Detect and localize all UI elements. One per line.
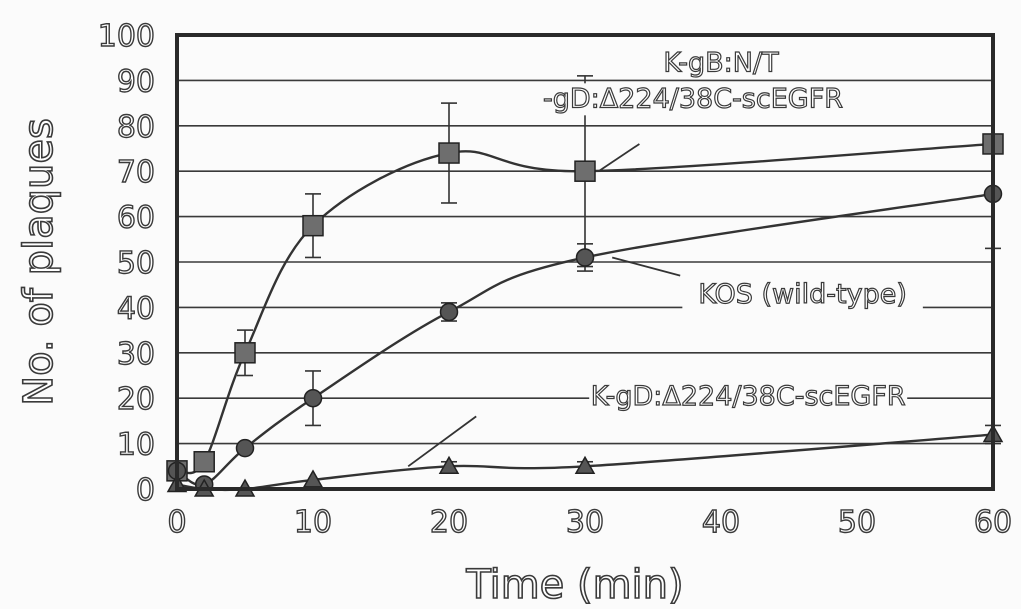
data-point-s0-p1 — [194, 452, 214, 472]
data-point-s1-p5 — [577, 249, 594, 266]
annotation-leader-0 — [599, 144, 640, 171]
annotation-text-0-1: -gD:Δ224/38C-scEGFR — [543, 83, 843, 114]
y-tick-label-20: 20 — [117, 382, 155, 417]
data-point-s0-p3 — [303, 216, 323, 236]
annotation-leader-1 — [612, 257, 680, 275]
annotation-leader-2 — [408, 416, 476, 466]
data-point-s1-p4 — [441, 303, 458, 320]
series-annotations: K-gB:N/T -gD:Δ224/38C-scEGFR KOS (wild-typ… — [408, 47, 923, 466]
x-tick-label-10: 10 — [294, 505, 332, 540]
annotation-text-0-0: K-gB:N/T — [663, 47, 779, 78]
annotation-0: K-gB:N/T -gD:Δ224/38C-scEGFR — [542, 47, 845, 171]
annotation-text-1-0: KOS (wild-type) — [698, 279, 907, 310]
annotation-1: KOS (wild-type) — [612, 257, 923, 310]
y-tick-label-0: 0 — [136, 473, 155, 508]
x-axis-title: Time (min) — [465, 562, 683, 608]
y-tick-label-30: 30 — [117, 337, 155, 372]
y-tick-label-80: 80 — [117, 110, 155, 145]
x-tick-label-0: 0 — [167, 505, 186, 540]
y-tick-label-60: 60 — [117, 201, 155, 236]
y-tick-label-100: 100 — [98, 19, 155, 54]
x-tick-label-50: 50 — [838, 505, 876, 540]
y-axis-title: No. of plaques — [16, 118, 62, 406]
data-point-s0-p4 — [439, 143, 459, 163]
y-tick-label-50: 50 — [117, 246, 155, 281]
data-point-s1-p3 — [305, 390, 322, 407]
y-tick-label-70: 70 — [117, 155, 155, 190]
y-tick-label-10: 10 — [117, 428, 155, 463]
x-tick-label-20: 20 — [430, 505, 468, 540]
data-point-s1-p2 — [237, 440, 254, 457]
x-tick-label-40: 40 — [702, 505, 740, 540]
y-tick-label-90: 90 — [117, 64, 155, 99]
x-axis-ticks: 0 10 20 30 40 50 60 — [167, 505, 1012, 540]
data-point-s0-p5 — [575, 161, 595, 181]
annotation-2: K-gD:Δ224/38C-scEGFR — [408, 381, 907, 466]
y-tick-label-40: 40 — [117, 291, 155, 326]
annotation-text-2-0: K-gD:Δ224/38C-scEGFR — [591, 381, 906, 412]
x-tick-label-30: 30 — [566, 505, 604, 540]
data-point-s0-p2 — [235, 343, 255, 363]
y-axis-ticks: 0 10 20 30 40 50 60 70 80 90 100 — [98, 19, 155, 508]
x-tick-label-60: 60 — [974, 505, 1012, 540]
